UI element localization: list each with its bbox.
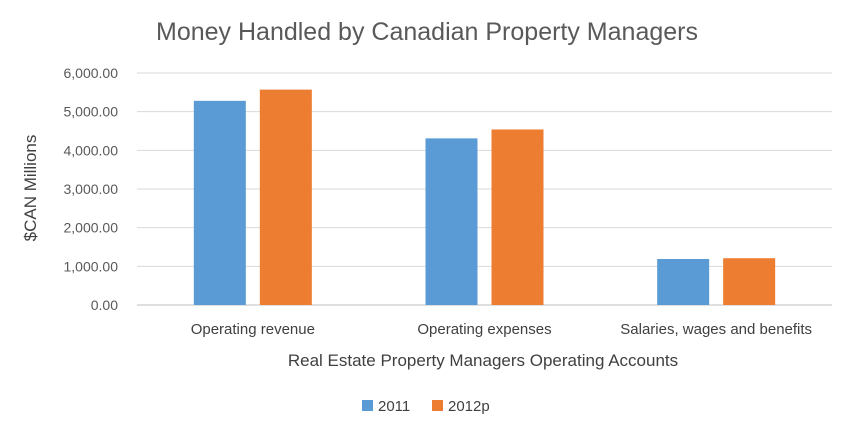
bars (193, 89, 776, 305)
y-tick-label: 3,000.00 (64, 181, 119, 197)
bar-2012p-0 (259, 89, 312, 305)
legend-swatch-2012p (432, 400, 443, 411)
bar-2012p-1 (491, 129, 544, 305)
legend-label-2011: 2011 (378, 398, 410, 415)
x-category-label: Operating expenses (417, 321, 551, 338)
legend-label-2012p: 2012p (448, 398, 490, 415)
x-category-label: Operating revenue (191, 321, 315, 338)
y-tick-label: 4,000.00 (64, 142, 119, 158)
y-tick-label: 6,000.00 (64, 65, 119, 81)
x-category-label: Salaries, wages and benefits (620, 321, 812, 338)
bar-2012p-2 (723, 258, 776, 305)
gridlines (137, 72, 832, 306)
legend-swatch-2011 (362, 400, 373, 411)
bar-2011-2 (657, 258, 710, 305)
chart-title: Money Handled by Canadian Property Manag… (156, 18, 698, 46)
x-axis-title: Real Estate Property Managers Operating … (288, 351, 678, 370)
legend: 2011 2012p (362, 398, 490, 415)
y-axis-ticks: 0.00 1,000.00 2,000.00 3,000.00 4,000.00 5,00… (64, 65, 119, 313)
y-tick-label: 0.00 (91, 297, 118, 313)
y-tick-label: 1,000.00 (64, 258, 119, 274)
y-tick-label: 2,000.00 (64, 220, 119, 236)
x-axis-categories: Operating revenue Operating expenses Salar… (191, 321, 812, 338)
y-axis-title: $CAN Millions (21, 135, 40, 242)
bar-2011-0 (193, 100, 246, 305)
bar-2011-1 (425, 138, 478, 305)
y-tick-label: 5,000.00 (64, 104, 119, 120)
